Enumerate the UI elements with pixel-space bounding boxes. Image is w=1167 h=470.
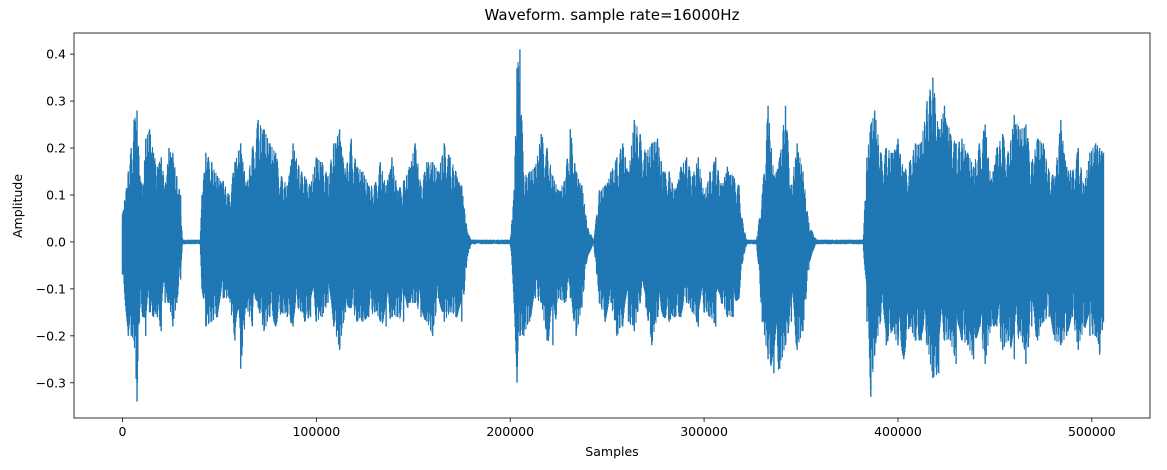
x-tick-label: 300000: [680, 424, 728, 439]
y-tick-label: 0.2: [46, 141, 66, 156]
x-tick-label: 500000: [1068, 424, 1116, 439]
x-tick-label: 100000: [292, 424, 340, 439]
y-tick-label: 0.4: [46, 47, 66, 62]
x-tick-label: 0: [118, 424, 126, 439]
y-tick-label: −0.2: [36, 328, 66, 343]
plot-frame: [73, 32, 1151, 419]
y-tick-label: 0.3: [46, 94, 66, 109]
y-tick-label: −0.1: [36, 281, 66, 296]
chart-title: Waveform. sample rate=16000Hz: [484, 6, 740, 24]
y-tick-label: 0.1: [46, 187, 66, 202]
x-tick-label: 200000: [486, 424, 534, 439]
x-tick-label: 400000: [874, 424, 922, 439]
y-axis-label: Amplitude: [10, 173, 25, 238]
x-axis-label: Samples: [585, 444, 639, 459]
y-tick-label: −0.3: [36, 375, 66, 390]
y-tick-label: 0.0: [46, 234, 66, 249]
